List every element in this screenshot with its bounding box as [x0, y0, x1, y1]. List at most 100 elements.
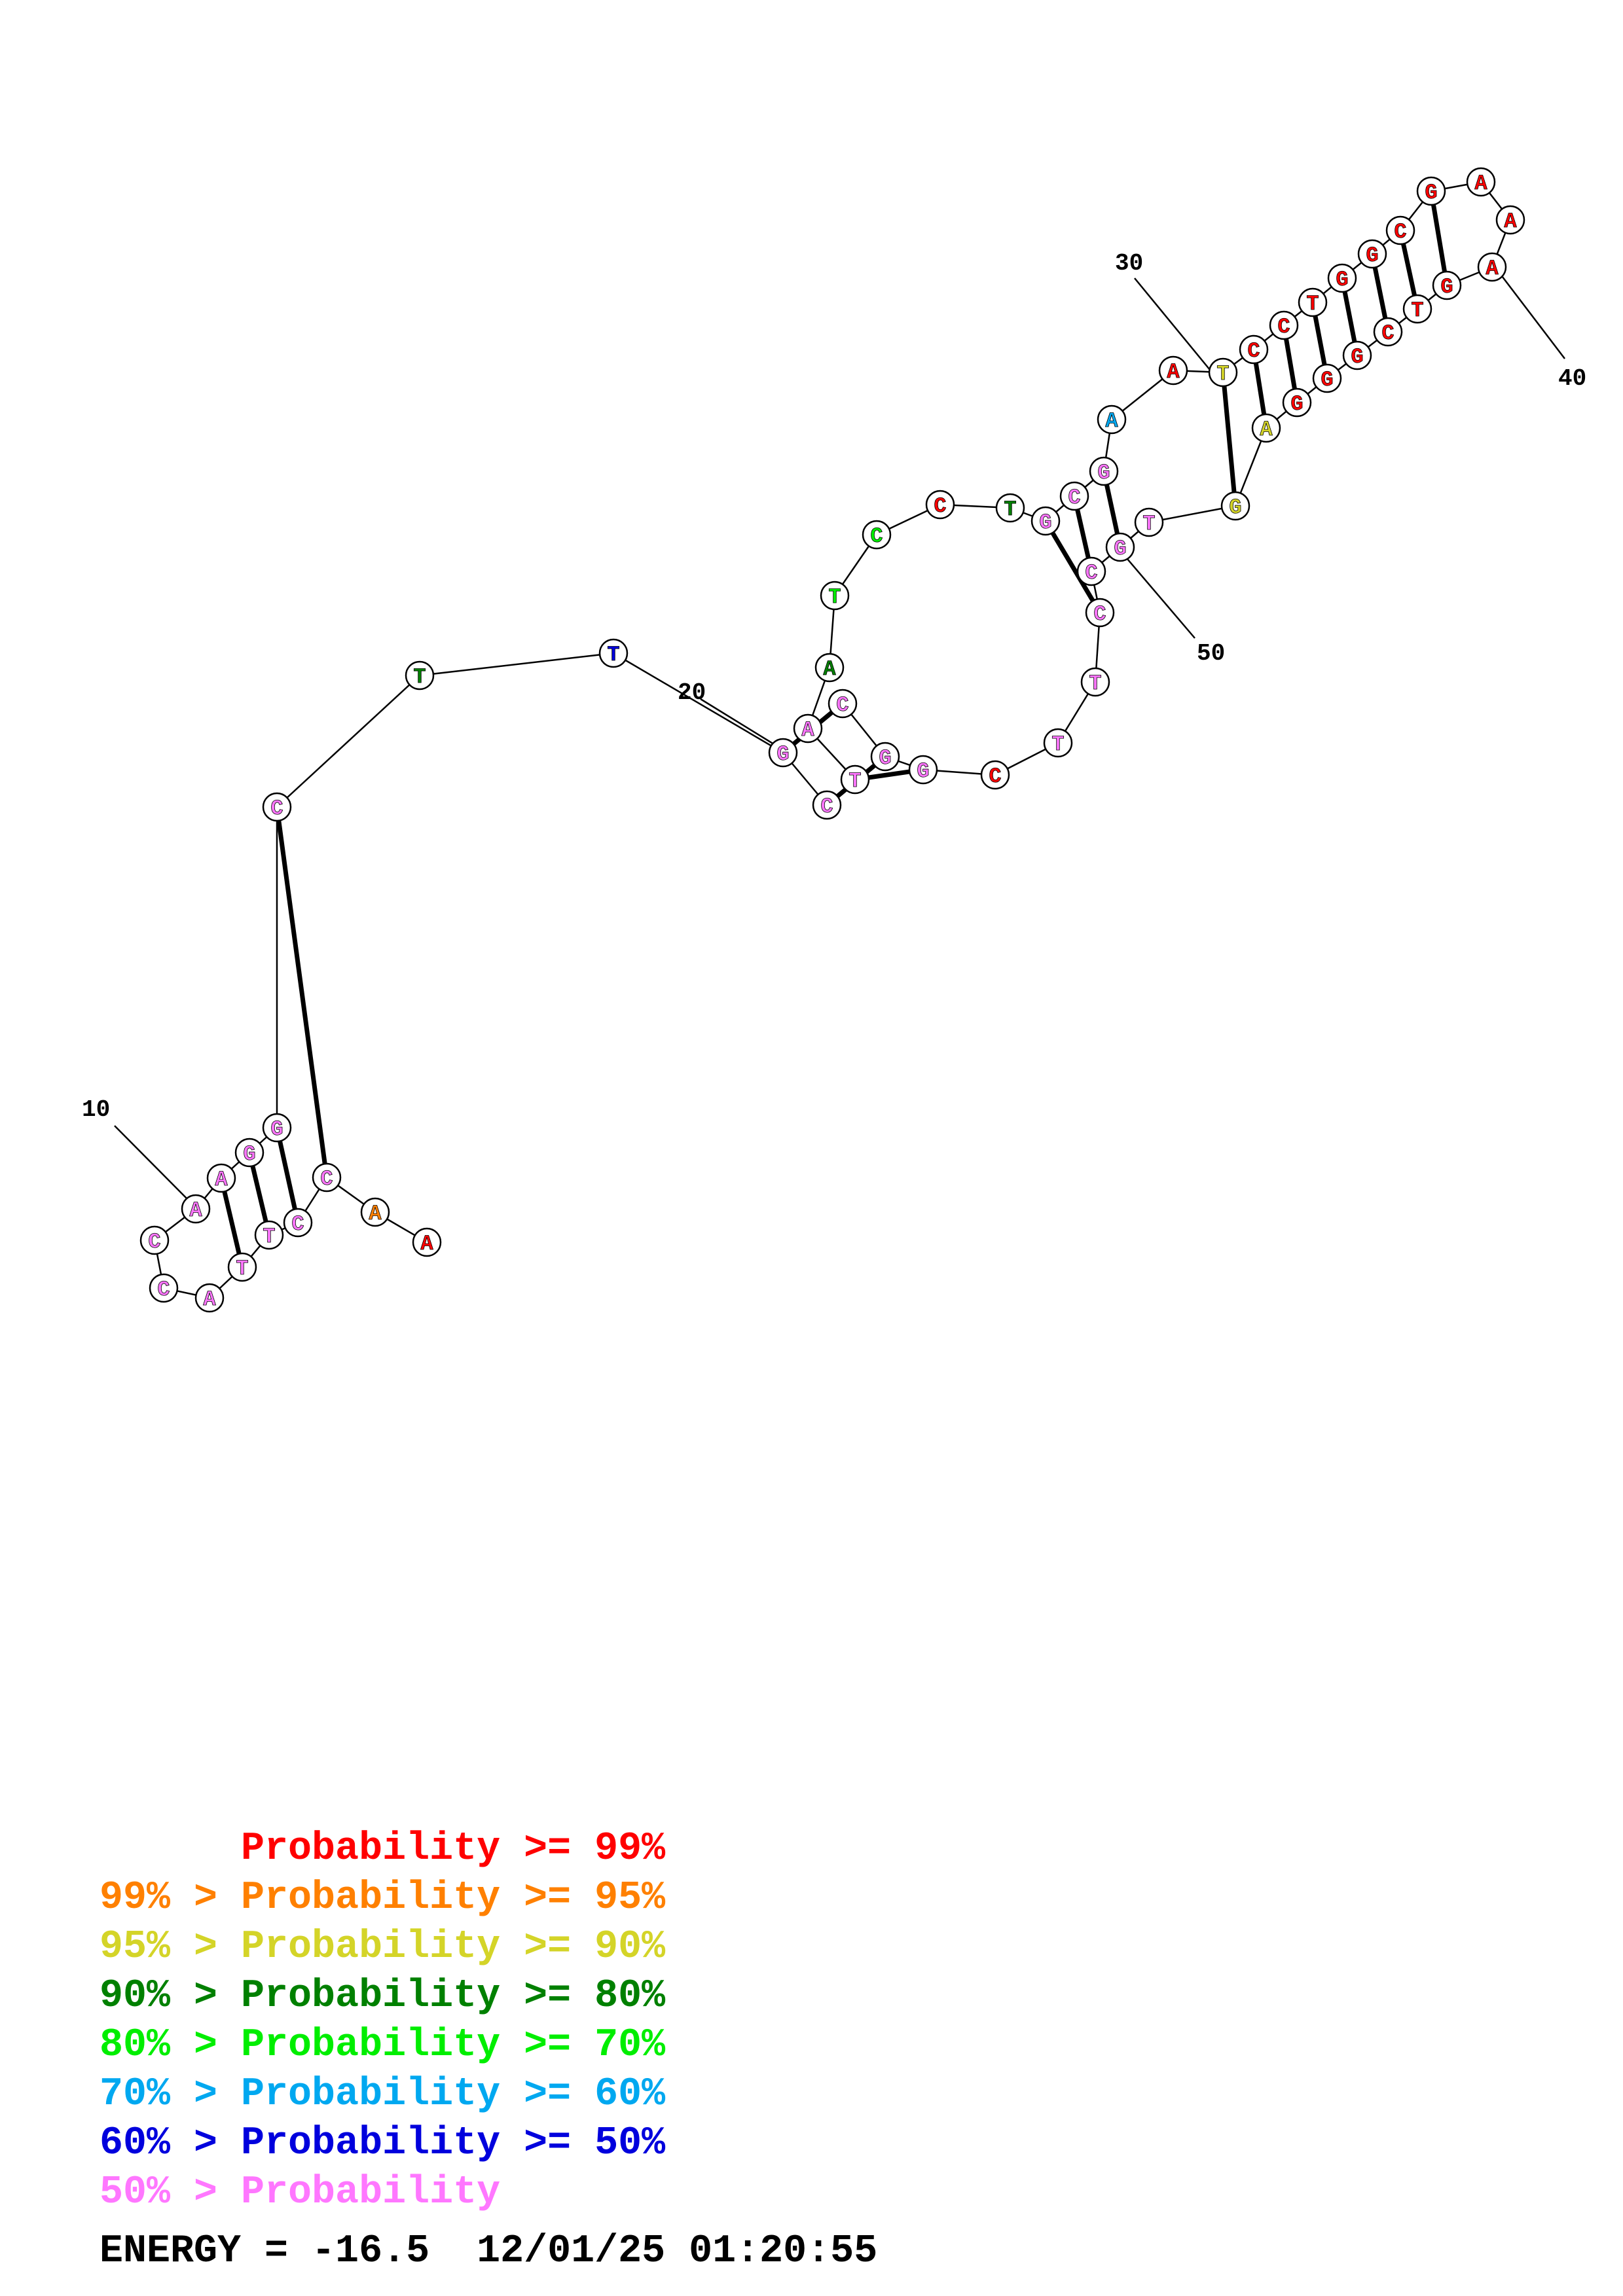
nucleotide-circle — [1208, 357, 1238, 387]
nucleotide-base: A — [369, 1202, 382, 1226]
nucleotide-base: G — [1336, 268, 1348, 292]
nucleotide: A — [1466, 167, 1496, 197]
nucleotide-base: G — [243, 1142, 255, 1166]
nucleotide-circle — [1495, 205, 1525, 235]
nucleotide: C — [262, 792, 292, 822]
nucleotide-circle — [1432, 270, 1462, 300]
nucleotide: G — [1220, 491, 1250, 521]
nucleotide-base: A — [189, 1198, 202, 1223]
nucleotide-base: C — [1085, 561, 1097, 585]
nucleotide-base: T — [848, 769, 861, 793]
nucleotide-circle — [1080, 667, 1110, 697]
nucleotide-base: C — [870, 524, 883, 548]
nucleotide-base: G — [270, 1117, 283, 1141]
nucleotide: A — [793, 713, 823, 744]
nucleotide: T — [995, 493, 1025, 523]
nucleotide-base: T — [828, 585, 841, 609]
nucleotide-circle — [360, 1197, 390, 1227]
nucleotide: G — [1105, 532, 1135, 562]
nucleotide-base: A — [1504, 209, 1517, 234]
nucleotide-base: A — [1167, 360, 1180, 384]
nucleotide-base: C — [1093, 602, 1106, 626]
energy-timestamp-line: ENERGY = -16.5 12/01/25 01:20:55 — [100, 2229, 878, 2274]
nucleotide-circle — [1059, 481, 1089, 511]
nucleotide-base: G — [1366, 243, 1378, 268]
legend-entry-99: Probability >= 99% — [100, 1827, 666, 1871]
legend-entry-95: 99% > Probability >= 95% — [100, 1876, 666, 1920]
nucleotide-circle — [149, 1273, 179, 1303]
nucleotide: C — [149, 1273, 179, 1303]
nucleotide-circle — [412, 1227, 442, 1257]
nucleotide-circle — [254, 1220, 284, 1250]
nucleotide-circle — [227, 1252, 257, 1282]
nucleotide-base: T — [1411, 298, 1423, 323]
nucleotide: T — [1134, 507, 1164, 537]
nucleotide-circle — [870, 742, 900, 772]
legend-entry-70: 80% > Probability >= 70% — [100, 2023, 666, 2068]
nucleotide: G — [1327, 263, 1357, 293]
nucleotide: C — [139, 1225, 170, 1255]
nucleotide: G — [1312, 363, 1342, 393]
nucleotide-circle — [1357, 239, 1387, 269]
nucleotide-circle — [995, 493, 1025, 523]
nucleotide: C — [1239, 334, 1269, 365]
position-50-label: 50 — [1197, 640, 1225, 667]
nucleotide-base: C — [157, 1278, 170, 1302]
nucleotide-base: G — [917, 759, 929, 783]
nucleotide-base: G — [1321, 368, 1333, 392]
nucleotide-circle — [828, 689, 858, 719]
nucleotide: T — [820, 581, 850, 611]
nucleotide: G — [1282, 387, 1312, 418]
nucleotide-circle — [1342, 340, 1372, 370]
nucleotide-base: G — [1440, 275, 1453, 299]
backbone-layer — [153, 181, 1512, 1299]
nucleotide-circle — [194, 1283, 225, 1313]
position-10-tick — [114, 1125, 198, 1210]
nucleotide-base: C — [148, 1230, 160, 1254]
nucleotide-circle — [980, 760, 1010, 790]
nucleotide-circle — [814, 653, 845, 683]
nucleotide-circle — [598, 638, 629, 668]
nucleotide-base: C — [1394, 220, 1406, 244]
nucleotide: C — [1076, 556, 1106, 586]
nucleotide-circle — [206, 1163, 236, 1193]
nucleotide: G — [1342, 340, 1372, 370]
nucleotide-base: C — [1277, 315, 1290, 339]
nucleotide-circle — [312, 1162, 342, 1193]
nucleotide: C — [828, 689, 858, 719]
nucleotide-base: G — [1039, 511, 1051, 535]
nucleotide-circle — [1312, 363, 1342, 393]
nucleotide: C — [1059, 481, 1089, 511]
nucleotide-base: G — [1114, 537, 1126, 561]
nucleotide-circle — [1402, 294, 1432, 324]
nucleotide-circle — [1466, 167, 1496, 197]
nucleotide-circle — [1030, 506, 1061, 536]
nucleotide-circle — [1097, 404, 1127, 435]
nucleotide-circle — [812, 790, 842, 820]
nucleotide-circle — [908, 755, 938, 785]
nucleotide: A — [1251, 413, 1281, 443]
nucleotide: A — [1158, 355, 1188, 386]
nucleotide-circle — [768, 738, 798, 768]
nucleotide: A — [814, 653, 845, 683]
base-pair-bond — [274, 1127, 301, 1223]
nucleotide: C — [1373, 317, 1403, 347]
nucleotide-base: G — [879, 746, 891, 770]
nucleotide-circle — [139, 1225, 170, 1255]
nucleotide: G — [262, 1113, 292, 1143]
nucleotide: T — [1298, 287, 1328, 317]
nucleotide-base: C — [1247, 339, 1260, 363]
nucleotide-circle — [925, 490, 955, 520]
nucleotide-base: G — [776, 742, 789, 766]
position-20-label: 20 — [678, 679, 706, 706]
nucleotide: T — [1080, 667, 1110, 697]
nucleotide-base: C — [1381, 321, 1394, 346]
nucleotide-base: A — [215, 1168, 228, 1192]
nucleotide-base: T — [1051, 732, 1064, 757]
nucleotide-base: C — [934, 494, 946, 518]
nucleotide-circle — [1282, 387, 1312, 418]
base-pair-bond — [1429, 190, 1450, 286]
nucleotide-circle — [283, 1208, 313, 1238]
nucleotide-base: A — [823, 657, 836, 681]
nucleotide: T — [1208, 357, 1238, 387]
